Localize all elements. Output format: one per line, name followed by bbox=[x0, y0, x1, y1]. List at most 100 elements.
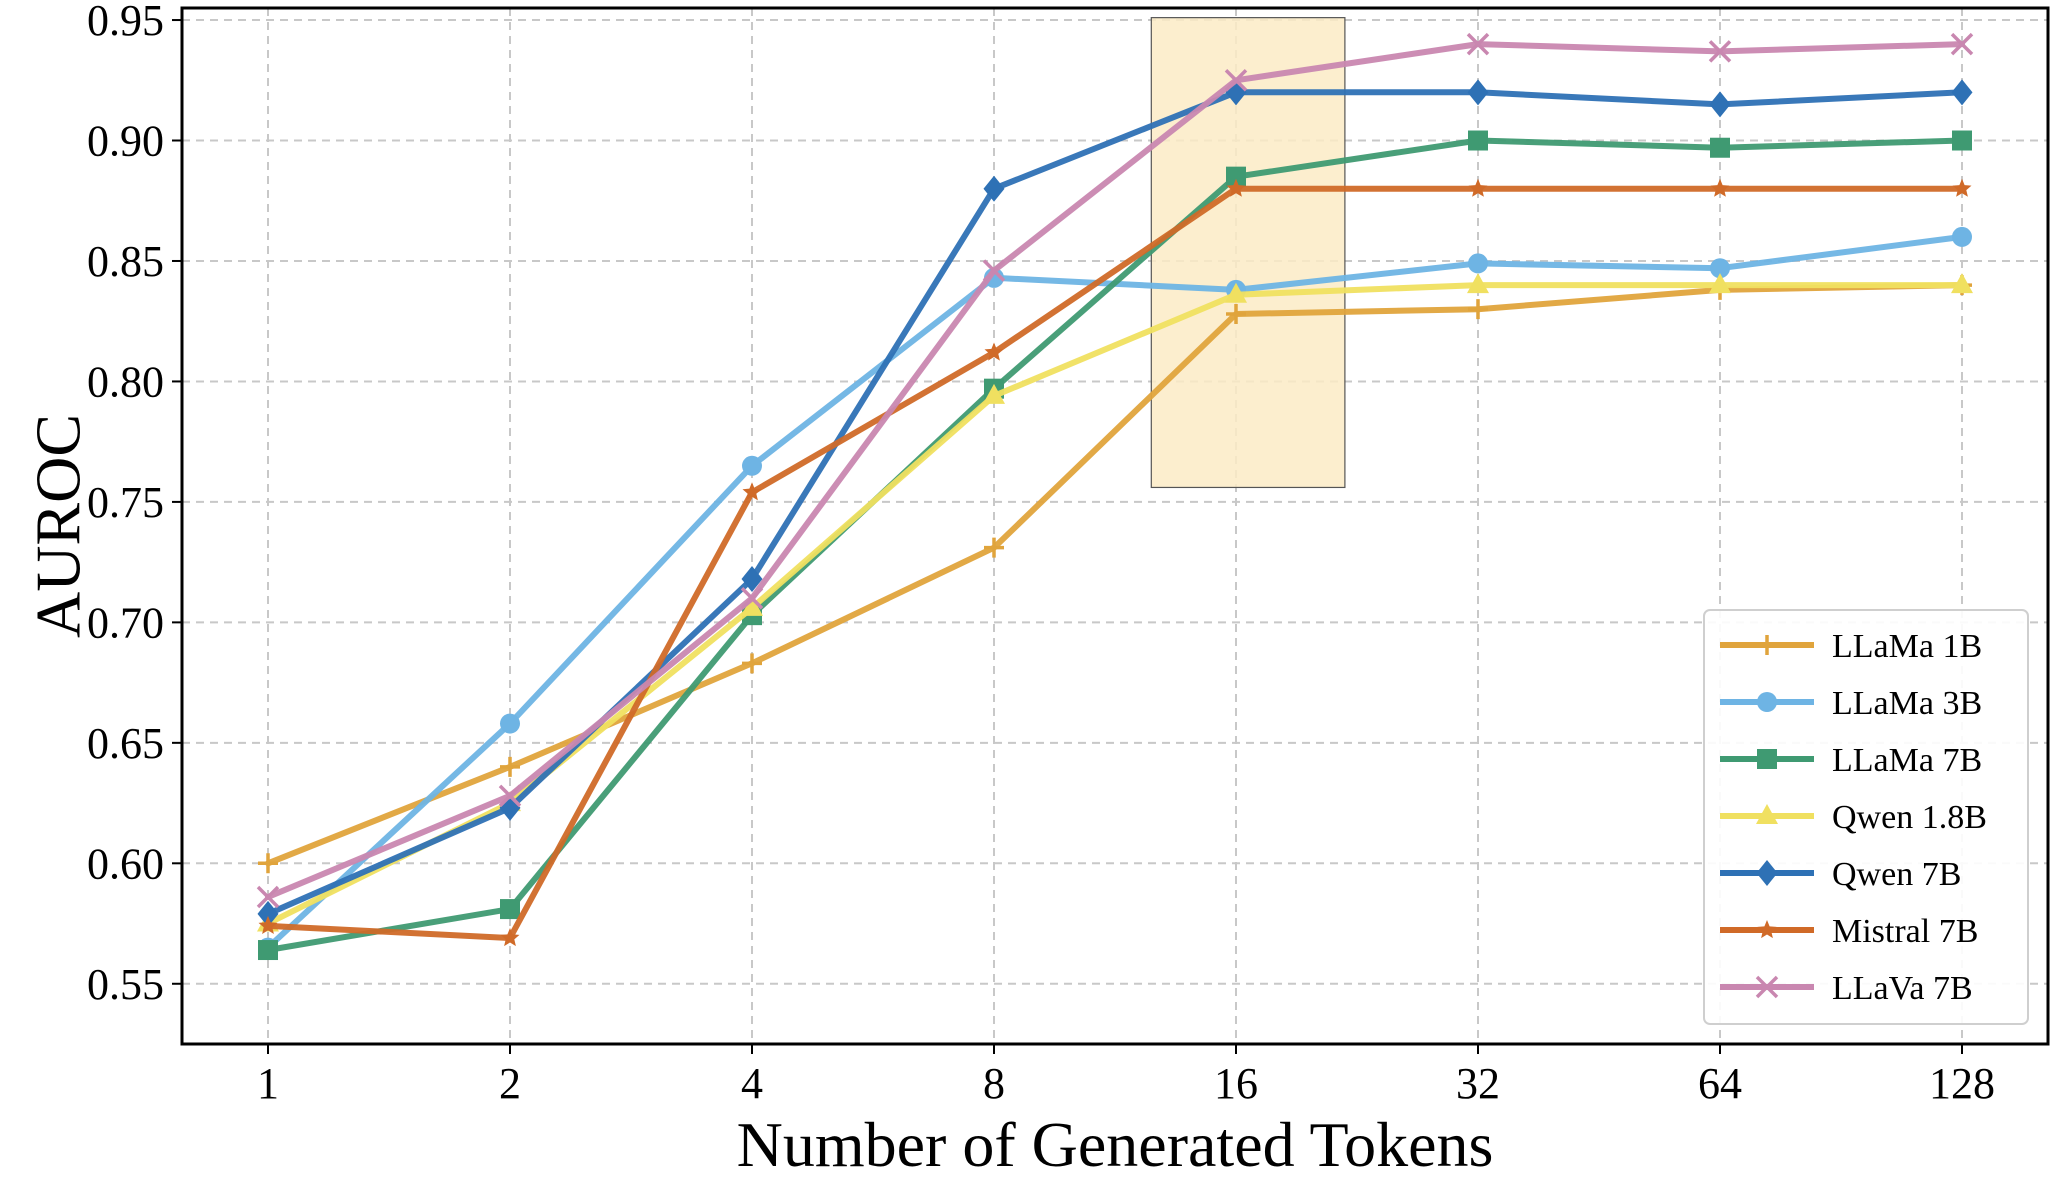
data-point bbox=[500, 928, 520, 947]
x-tick-label: 32 bbox=[1456, 1059, 1500, 1108]
legend-label: LLaVa 7B bbox=[1832, 970, 1973, 1007]
data-point bbox=[982, 259, 1006, 282]
data-point bbox=[742, 482, 762, 501]
legend-item: LLaMa 7B bbox=[1720, 742, 1982, 779]
y-tick-label: 0.75 bbox=[87, 478, 164, 527]
y-tick-label: 0.85 bbox=[87, 237, 164, 286]
legend-label: LLaMa 3B bbox=[1832, 685, 1982, 722]
data-point bbox=[1466, 32, 1490, 56]
data-point bbox=[1468, 299, 1488, 320]
legend-item: LLaMa 3B bbox=[1720, 685, 1982, 722]
data-point bbox=[1952, 226, 1972, 247]
series-line bbox=[265, 41, 1965, 900]
x-tick-label: 2 bbox=[499, 1059, 521, 1108]
legend-label: LLaMa 1B bbox=[1832, 628, 1982, 665]
data-point bbox=[984, 342, 1004, 361]
x-tick-label: 16 bbox=[1214, 1059, 1258, 1108]
data-point bbox=[1468, 130, 1488, 151]
data-point bbox=[1710, 137, 1730, 158]
data-point bbox=[741, 595, 763, 616]
legend-item: LLaMa 1B bbox=[1720, 628, 1982, 665]
data-point bbox=[983, 383, 1005, 404]
x-tick-label: 1 bbox=[257, 1059, 279, 1108]
data-point bbox=[1756, 860, 1778, 886]
highlight-region bbox=[1150, 17, 1346, 489]
data-point bbox=[1755, 975, 1779, 999]
legend-item: Mistral 7B bbox=[1720, 913, 1978, 950]
data-point bbox=[1757, 692, 1777, 712]
legend-box bbox=[1703, 609, 2029, 1025]
data-point bbox=[258, 940, 278, 961]
data-point bbox=[741, 566, 763, 593]
data-point bbox=[984, 537, 1004, 558]
data-point bbox=[500, 713, 520, 734]
data-point bbox=[1710, 258, 1730, 279]
x-axis: 1 2 4 8 16 32 64 128 bbox=[257, 1044, 1995, 1108]
legend-label: LLaMa 7B bbox=[1832, 742, 1982, 779]
data-point bbox=[1226, 166, 1246, 187]
data-point bbox=[256, 885, 280, 909]
y-tick-label: 0.60 bbox=[87, 839, 164, 888]
data-point bbox=[1951, 273, 1973, 294]
y-tick-label: 0.55 bbox=[87, 960, 164, 1009]
x-tick-label: 128 bbox=[1929, 1059, 1995, 1108]
data-point bbox=[1756, 804, 1778, 824]
legend-label: Qwen 1.8B bbox=[1832, 799, 1987, 836]
legend-item: Qwen 7B bbox=[1720, 856, 1961, 893]
data-point bbox=[1708, 40, 1732, 63]
data-point bbox=[500, 899, 520, 920]
x-tick-label: 8 bbox=[983, 1059, 1005, 1108]
y-tick-label: 0.95 bbox=[87, 0, 164, 45]
data-point bbox=[1709, 273, 1731, 294]
series-llava-7b bbox=[256, 32, 1974, 909]
data-point bbox=[742, 455, 762, 476]
data-point bbox=[258, 915, 278, 934]
data-point bbox=[257, 900, 279, 927]
series-line bbox=[265, 185, 1965, 941]
data-point bbox=[1468, 253, 1488, 274]
x-tick-label: 4 bbox=[741, 1059, 763, 1108]
x-axis-title: Number of Generated Tokens bbox=[737, 1109, 1494, 1180]
y-tick-label: 0.80 bbox=[87, 357, 164, 406]
data-point bbox=[1468, 178, 1488, 197]
series-line bbox=[265, 282, 1965, 867]
data-point bbox=[1952, 130, 1972, 151]
data-point bbox=[1757, 920, 1777, 939]
data-point bbox=[1226, 303, 1246, 324]
data-point bbox=[1709, 91, 1731, 118]
series-line bbox=[265, 89, 1965, 917]
highlight-layer bbox=[1150, 17, 1346, 489]
data-point bbox=[498, 784, 522, 808]
data-point bbox=[1226, 178, 1246, 197]
data-point bbox=[1467, 79, 1489, 106]
y-axis: 0.55 0.60 0.65 0.70 0.75 0.80 0.85 0.90 0.95 bbox=[87, 0, 182, 1009]
y-tick-label: 0.65 bbox=[87, 719, 164, 768]
y-tick-label: 0.70 bbox=[87, 598, 164, 647]
legend-label: Qwen 7B bbox=[1832, 856, 1961, 893]
data-point bbox=[1757, 749, 1777, 769]
data-point bbox=[1224, 69, 1248, 92]
data-point bbox=[740, 587, 764, 610]
data-point bbox=[983, 175, 1005, 202]
data-point bbox=[1225, 282, 1247, 303]
legend-label: Mistral 7B bbox=[1832, 913, 1978, 950]
data-point bbox=[1710, 178, 1730, 197]
x-tick-label: 64 bbox=[1698, 1059, 1742, 1108]
series-layer bbox=[256, 32, 1974, 961]
y-tick-label: 0.90 bbox=[87, 117, 164, 166]
series-mistral-7b bbox=[258, 178, 1972, 947]
data-point bbox=[1757, 635, 1777, 655]
data-point bbox=[1950, 32, 1974, 56]
data-point bbox=[742, 653, 762, 674]
data-point bbox=[500, 756, 520, 777]
data-point bbox=[1952, 178, 1972, 197]
data-point bbox=[1951, 79, 1973, 106]
plot-frame bbox=[180, 6, 2050, 1046]
data-point bbox=[1467, 273, 1489, 294]
legend-item: LLaVa 7B bbox=[1720, 970, 1973, 1007]
legend-item: Qwen 1.8B bbox=[1720, 799, 1987, 836]
data-point bbox=[258, 853, 278, 874]
y-axis-title: AUROC bbox=[23, 414, 94, 638]
legend: LLaMa 1B LLaMa 3B LLaMa 7B Qwen 1.8B Qwen 7B… bbox=[1703, 609, 2029, 1025]
